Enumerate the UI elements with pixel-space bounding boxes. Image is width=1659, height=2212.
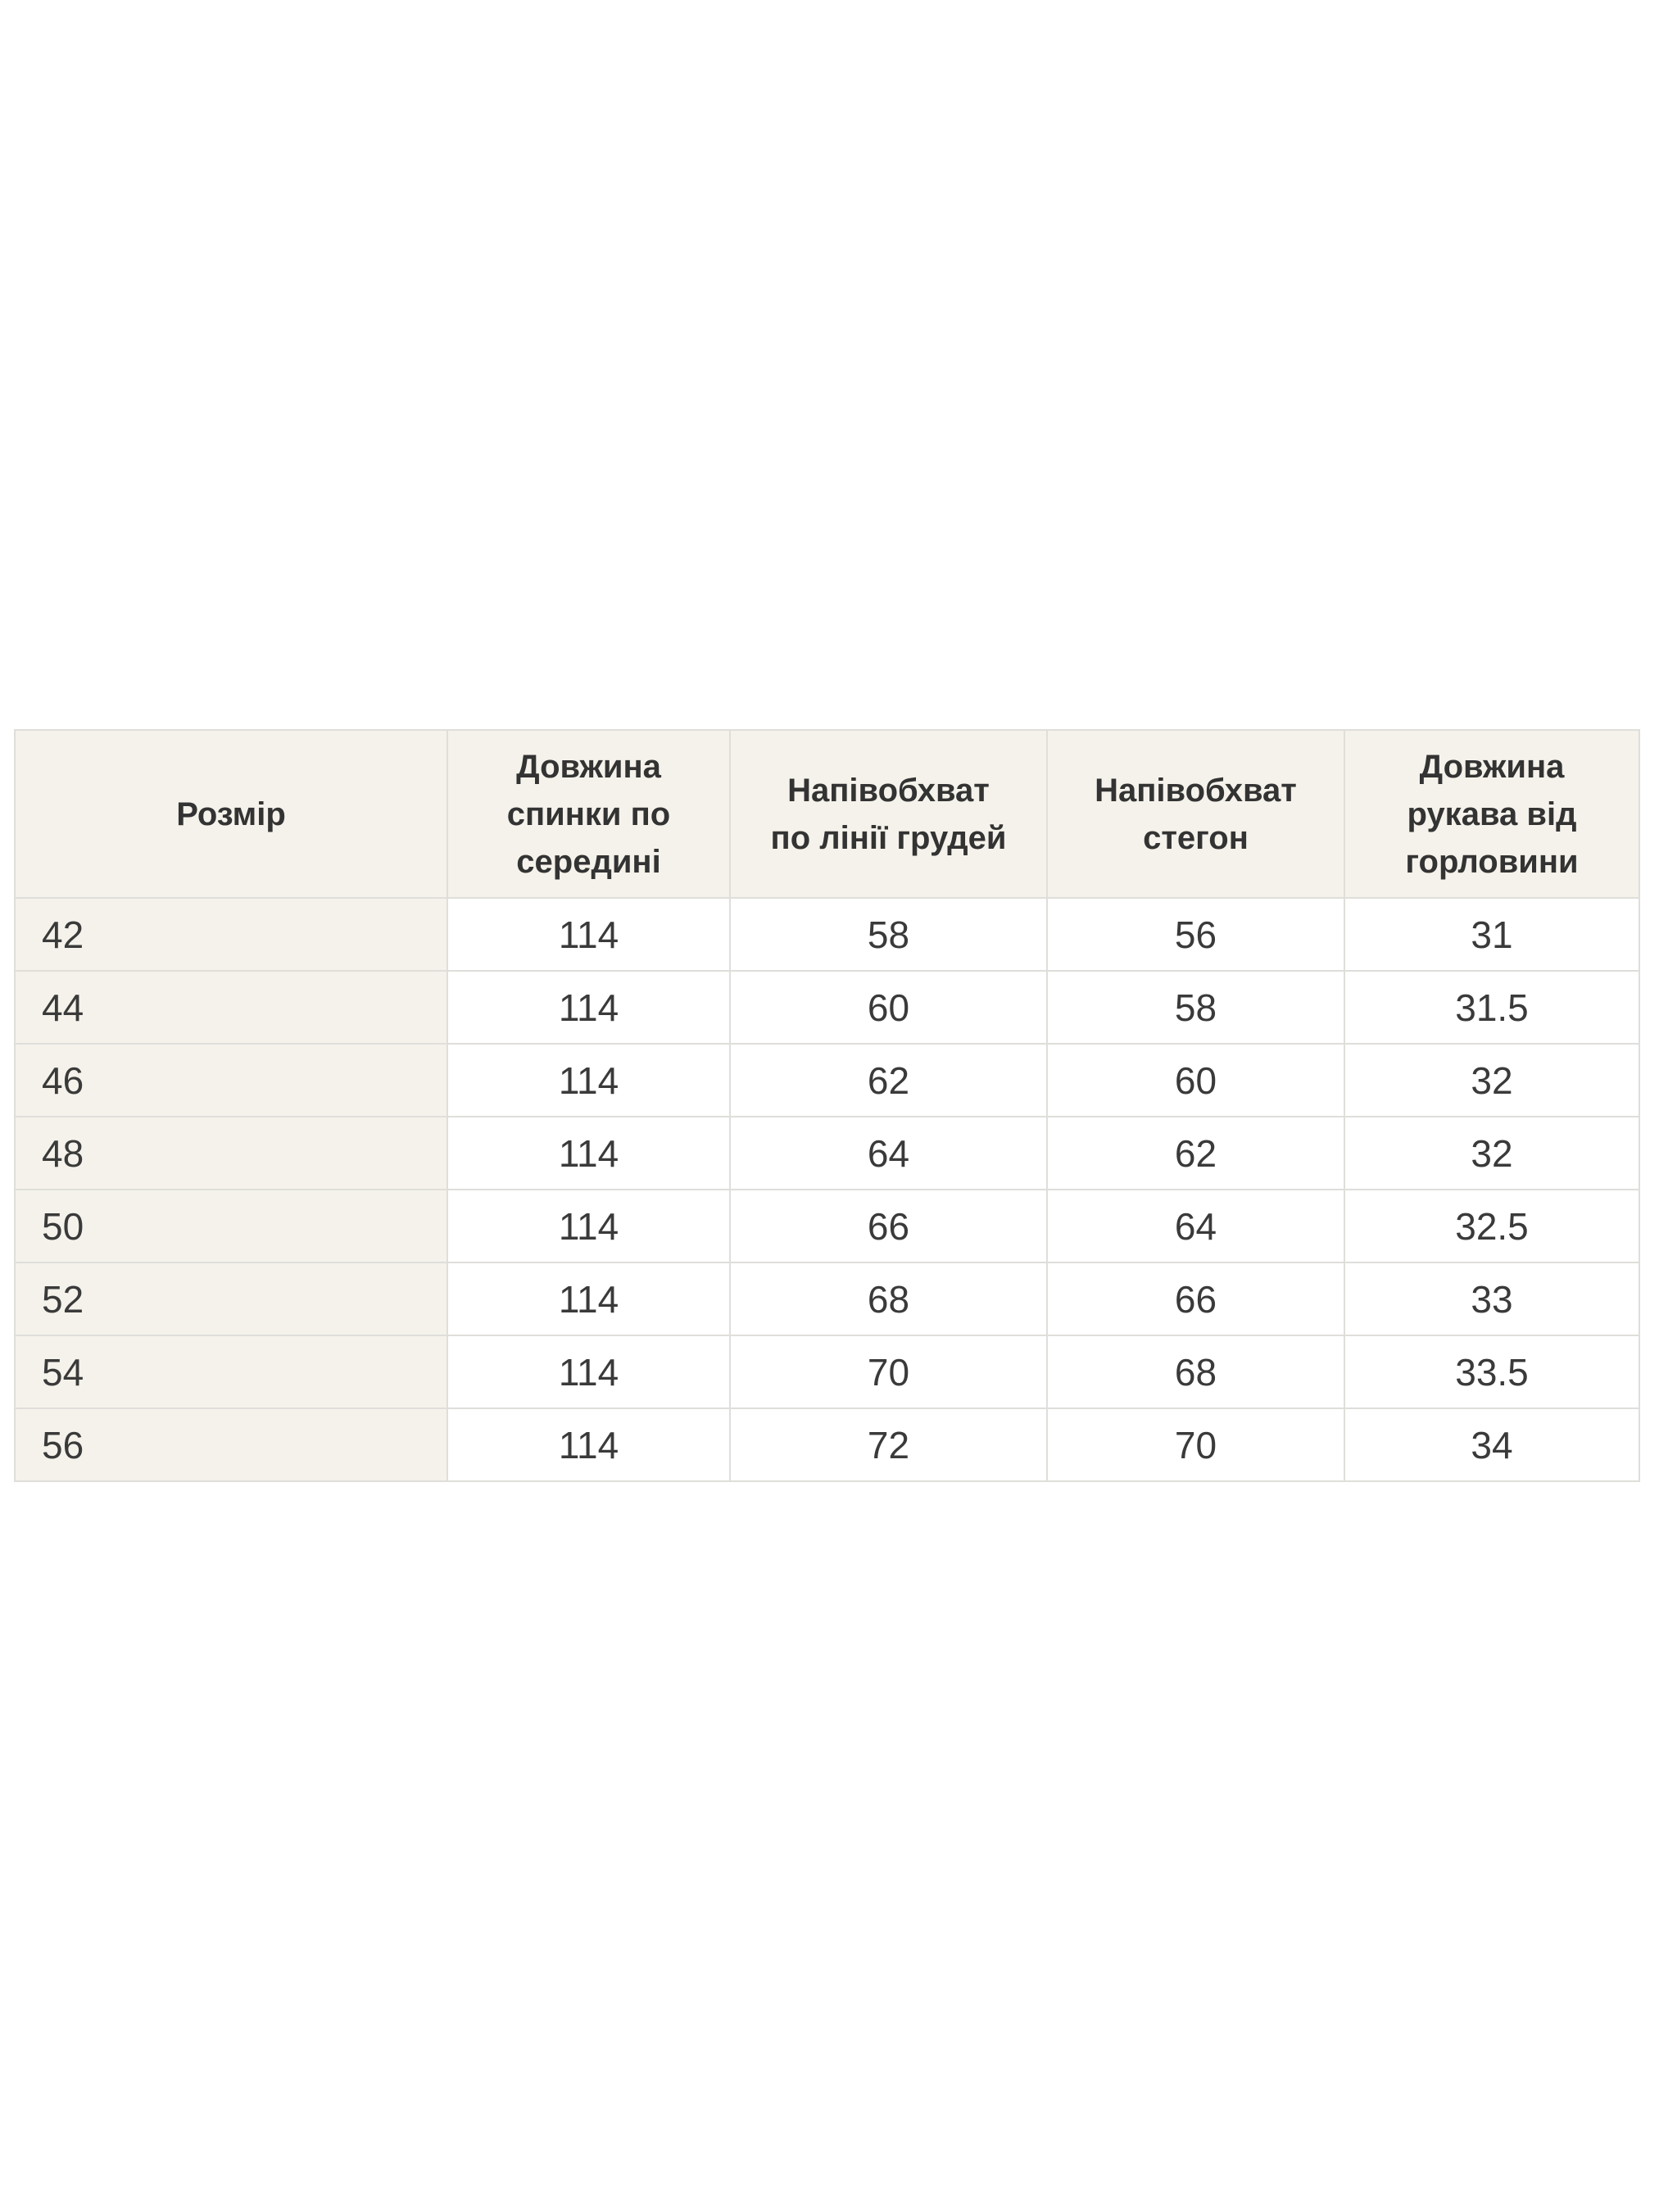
cell-size: 44 (14, 970, 448, 1045)
header-row: Розмір Довжина спинки по середині Напіво… (14, 729, 1640, 899)
cell-back-length: 114 (446, 970, 731, 1045)
col-header-back-length: Довжина спинки по середині (446, 729, 731, 899)
cell-size: 48 (14, 1116, 448, 1190)
cell-back-length: 114 (446, 1116, 731, 1190)
cell-half-chest: 62 (729, 1043, 1048, 1117)
cell-size: 42 (14, 897, 448, 972)
cell-back-length: 114 (446, 1407, 731, 1482)
cell-half-hips: 56 (1046, 897, 1345, 972)
col-header-half-chest: Напівобхват по лінії грудей (729, 729, 1048, 899)
cell-half-hips: 64 (1046, 1189, 1345, 1263)
cell-sleeve-length: 34 (1344, 1407, 1640, 1482)
cell-half-chest: 58 (729, 897, 1048, 972)
cell-back-length: 114 (446, 897, 731, 972)
cell-half-chest: 64 (729, 1116, 1048, 1190)
table-row: 54 114 70 68 33.5 (14, 1335, 1640, 1409)
cell-half-chest: 68 (729, 1262, 1048, 1336)
cell-sleeve-length: 31.5 (1344, 970, 1640, 1045)
cell-size: 52 (14, 1262, 448, 1336)
cell-size: 46 (14, 1043, 448, 1117)
cell-half-chest: 72 (729, 1407, 1048, 1482)
cell-sleeve-length: 32 (1344, 1043, 1640, 1117)
cell-back-length: 114 (446, 1262, 731, 1336)
cell-half-hips: 62 (1046, 1116, 1345, 1190)
col-header-size: Розмір (14, 729, 448, 899)
cell-back-length: 114 (446, 1335, 731, 1409)
cell-sleeve-length: 33.5 (1344, 1335, 1640, 1409)
table-row: 48 114 64 62 32 (14, 1116, 1640, 1190)
cell-half-hips: 66 (1046, 1262, 1345, 1336)
cell-size: 54 (14, 1335, 448, 1409)
size-chart: Розмір Довжина спинки по середині Напіво… (14, 729, 1640, 1482)
cell-half-chest: 66 (729, 1189, 1048, 1263)
cell-half-chest: 70 (729, 1335, 1048, 1409)
col-header-half-hips: Напівобхват стегон (1046, 729, 1345, 899)
cell-half-hips: 68 (1046, 1335, 1345, 1409)
cell-back-length: 114 (446, 1189, 731, 1263)
cell-half-hips: 60 (1046, 1043, 1345, 1117)
cell-sleeve-length: 33 (1344, 1262, 1640, 1336)
cell-sleeve-length: 31 (1344, 897, 1640, 972)
table-row: 56 114 72 70 34 (14, 1407, 1640, 1482)
cell-half-chest: 60 (729, 970, 1048, 1045)
cell-size: 56 (14, 1407, 448, 1482)
cell-sleeve-length: 32.5 (1344, 1189, 1640, 1263)
cell-size: 50 (14, 1189, 448, 1263)
size-chart-table: Розмір Довжина спинки по середині Напіво… (14, 729, 1640, 1482)
table-row: 44 114 60 58 31.5 (14, 970, 1640, 1045)
cell-half-hips: 70 (1046, 1407, 1345, 1482)
cell-sleeve-length: 32 (1344, 1116, 1640, 1190)
table-row: 52 114 68 66 33 (14, 1262, 1640, 1336)
table-row: 42 114 58 56 31 (14, 897, 1640, 972)
table-row: 46 114 62 60 32 (14, 1043, 1640, 1117)
col-header-sleeve-length: Довжина рукава від горловини (1344, 729, 1640, 899)
cell-half-hips: 58 (1046, 970, 1345, 1045)
cell-back-length: 114 (446, 1043, 731, 1117)
table-row: 50 114 66 64 32.5 (14, 1189, 1640, 1263)
